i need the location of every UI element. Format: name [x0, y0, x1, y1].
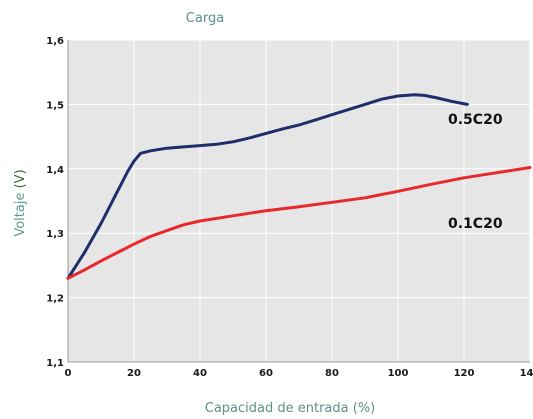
x-tick-label: 40 — [193, 368, 207, 379]
y-axis-label: Voltaje (V) — [13, 169, 28, 236]
series-layer — [66, 93, 532, 280]
y-tick-labels: 1,1 1,2 1,3 1,4 1,5 1,6 — [46, 36, 64, 369]
y-tick-label: 1,3 — [46, 229, 64, 240]
series-label-0.1C20: 0.1C20 — [448, 216, 503, 232]
y-axis-label-unit: (V) — [13, 169, 28, 188]
x-tick-label: 20 — [127, 368, 141, 379]
x-tick-label: 120 — [454, 368, 475, 379]
y-tick-label: 1,2 — [46, 294, 64, 305]
x-tick-label: 0 — [65, 368, 72, 379]
series-line-0.1C20 — [66, 166, 532, 280]
x-tick-labels: 0 20 40 60 80 100 120 140 — [65, 368, 533, 379]
y-tick-label: 1,4 — [46, 165, 64, 176]
chart-title: Carga — [186, 11, 224, 26]
plot-area — [68, 40, 530, 362]
x-tick-label: 60 — [259, 368, 273, 379]
x-tick-label: 80 — [325, 368, 339, 379]
y-tick-label: 1,1 — [46, 358, 64, 369]
series-label-0.5C20: 0.5C20 — [448, 112, 503, 128]
x-tick-label: 100 — [388, 368, 409, 379]
x-axis-label: Capacidad de entrada (%) — [205, 401, 376, 416]
y-axis-label-main: Voltaje — [13, 188, 28, 236]
y-tick-label: 1,6 — [46, 36, 64, 47]
y-tick-label: 1,5 — [46, 100, 64, 111]
x-tick-label: 140 — [520, 368, 533, 379]
series-line-0.5C20 — [66, 93, 469, 280]
